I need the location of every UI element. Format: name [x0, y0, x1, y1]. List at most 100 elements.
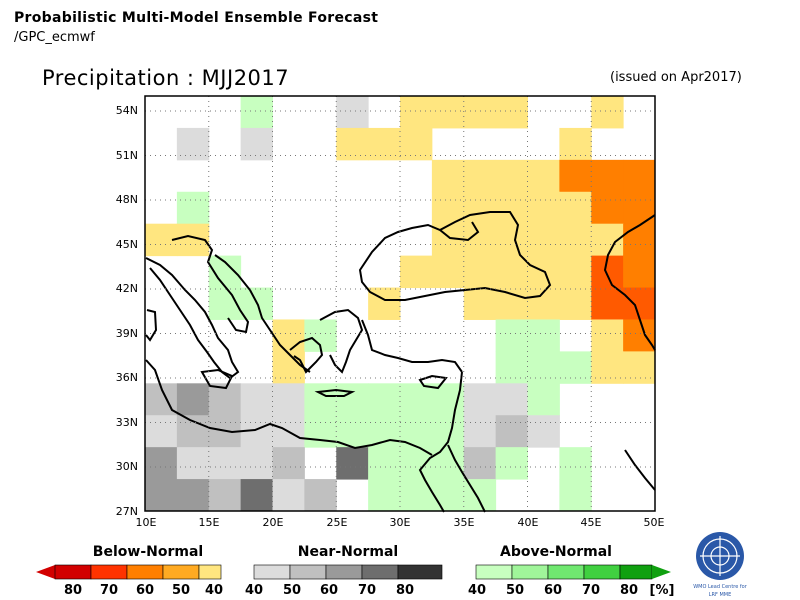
legend-above-swatch: [583, 564, 621, 580]
probability-cell: [304, 479, 337, 512]
anatolia-coast: [361, 319, 463, 373]
legend-below-swatch: [54, 564, 92, 580]
probability-cell: [495, 447, 528, 480]
probability-cell: [527, 223, 560, 257]
probability-cell: [559, 223, 592, 257]
probability-cell: [368, 383, 401, 416]
legend-below-normal: Below-Normal 80 70 60 50 40: [36, 544, 223, 598]
probability-cell: [527, 351, 560, 384]
probability-cell: [336, 447, 369, 480]
probability-cell: [368, 479, 401, 512]
legend-tick: 40: [205, 583, 223, 598]
product-title: Probabilistic Multi-Model Ensemble Forec…: [14, 10, 379, 26]
probability-cell: [368, 447, 401, 480]
legend-near-swatch: [325, 564, 363, 580]
probability-cell: [272, 351, 305, 384]
legend-below-swatch: [162, 564, 200, 580]
probability-cell: [495, 159, 528, 193]
probability-cell: [559, 351, 592, 384]
probability-cell: [304, 415, 337, 448]
probability-cell: [400, 255, 433, 289]
graticule: [145, 96, 655, 511]
probability-cell: [527, 191, 560, 225]
lon-label: 45E: [581, 516, 602, 529]
probability-cell: [527, 159, 560, 193]
probability-cell: [431, 96, 465, 129]
probability-cell: [591, 96, 624, 129]
legend-near-swatch: [289, 564, 327, 580]
probability-cell: [495, 96, 528, 129]
legend-tick: 50: [506, 583, 524, 598]
greece-coast: [289, 336, 324, 374]
legend-above-swatch: [511, 564, 549, 580]
probability-cell: [272, 447, 305, 480]
black-sea-coast: [358, 211, 552, 301]
probability-cell: [623, 255, 656, 289]
probability-cell: [495, 287, 528, 320]
probability-cell: [176, 191, 210, 225]
legend-below-swatch: [90, 564, 128, 580]
legend-near-swatch: [397, 564, 443, 580]
probability-cell: [272, 319, 305, 352]
probability-cell: [431, 479, 465, 512]
aegean-coast: [319, 308, 364, 374]
lat-label: 51N: [116, 149, 138, 162]
lon-label: 15E: [199, 516, 220, 529]
lon-label: 30E: [390, 516, 411, 529]
probability-cell: [559, 127, 592, 161]
lon-axis: 10E 15E 20E 25E 30E 35E 40E 45E 50E: [136, 516, 665, 529]
legend-above-arrow: [652, 565, 671, 579]
probability-cell: [368, 415, 401, 448]
probability-cell: [591, 351, 624, 384]
probability-cell: [495, 255, 528, 289]
legend-below-swatch: [198, 564, 222, 580]
probability-cell: [559, 287, 592, 320]
probability-cell: [495, 351, 528, 384]
legend-above-title: Above-Normal: [500, 544, 612, 560]
probability-cell: [559, 479, 592, 512]
probability-cell: [431, 447, 465, 480]
probability-cell: [495, 191, 528, 225]
lat-label: 39N: [116, 327, 138, 340]
legend-below-arrow: [36, 565, 55, 579]
coastlines: [145, 211, 656, 513]
probability-cell: [272, 383, 305, 416]
probability-cell: [208, 447, 242, 480]
probability-cell: [495, 415, 528, 448]
probability-cell: [495, 383, 528, 416]
probability-cell: [176, 415, 210, 448]
probability-cell: [591, 191, 624, 225]
probability-cell: [368, 127, 401, 161]
lat-label: 33N: [116, 416, 138, 429]
legend-near-normal: Near-Normal 40 50 60 70 80: [245, 544, 443, 598]
probability-cell: [336, 127, 369, 161]
probability-cell: [559, 191, 592, 225]
crimea-coast: [439, 221, 480, 242]
legend-unit: [%]: [650, 583, 675, 598]
logo-line-2: LRF MME: [709, 592, 732, 598]
probability-cell: [240, 383, 273, 416]
lat-label: 45N: [116, 238, 138, 251]
legend-tick: 60: [544, 583, 562, 598]
probability-cell: [463, 415, 497, 448]
probability-cell: [463, 159, 497, 193]
legend-tick: 80: [64, 583, 82, 598]
probability-cell: [240, 127, 273, 161]
probability-cell: [623, 319, 656, 352]
probability-cell: [463, 383, 497, 416]
probability-cells: [145, 96, 656, 512]
legend-above-swatch: [547, 564, 585, 580]
italy-adriatic: [171, 234, 250, 334]
legend-tick: 70: [100, 583, 118, 598]
wmo-logo: WMO Lead Centre for LRF MME: [693, 532, 748, 598]
probability-cell: [336, 96, 369, 129]
probability-cell: [272, 479, 305, 512]
libya-coast: [145, 359, 433, 456]
probability-cell: [463, 287, 497, 320]
legend-near-swatch: [361, 564, 399, 580]
probability-cell: [400, 127, 433, 161]
probability-cell: [240, 447, 273, 480]
lat-label: 54N: [116, 104, 138, 117]
red-sea-coast: [447, 444, 486, 513]
legend-tick: 40: [245, 583, 263, 598]
